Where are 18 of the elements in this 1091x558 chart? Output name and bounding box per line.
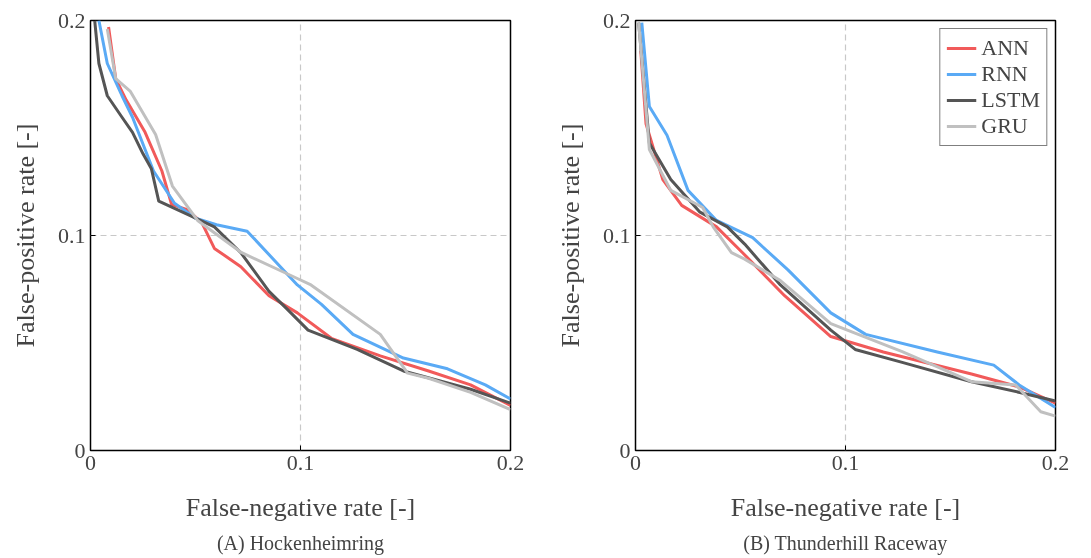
y-axis-title: False-positive rate [-] <box>11 123 40 348</box>
x-tick-label: 0.2 <box>496 449 525 475</box>
legend-label: RNN <box>981 61 1028 87</box>
legend-label: ANN <box>981 35 1029 61</box>
x-tick-label: 0.1 <box>831 449 860 475</box>
x-tick-label: 0.2 <box>1041 449 1070 475</box>
x-axis-title: False-negative rate [-] <box>730 492 961 522</box>
x-tick-label: 0.1 <box>286 449 315 475</box>
text: (A) Hockenheimring <box>216 531 385 555</box>
legend-label: GRU <box>981 113 1028 139</box>
y-tick-label: 0.2 <box>603 7 631 33</box>
y-tick-label: 0.2 <box>58 7 86 33</box>
y-tick-label: 0.1 <box>58 222 86 248</box>
y-tick-label: 0.1 <box>603 222 631 248</box>
legend-label: LSTM <box>981 87 1040 113</box>
x-axis-title: False-negative rate [-] <box>185 492 416 522</box>
text: (B) Thunderhill Raceway <box>743 531 948 555</box>
y-axis-title: False-positive rate [-] <box>556 123 585 348</box>
